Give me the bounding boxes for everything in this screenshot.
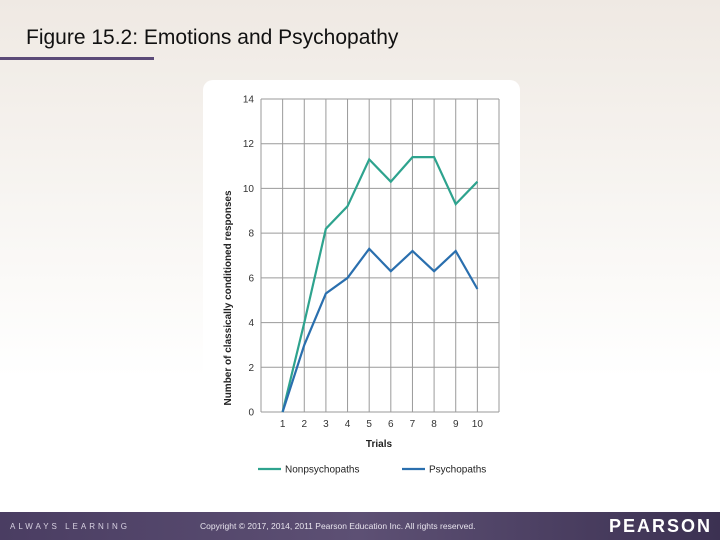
y-axis-label: Number of classically conditioned respon… bbox=[223, 190, 234, 406]
footer-tagline: ALWAYS LEARNING bbox=[10, 522, 130, 531]
y-tick-label: 8 bbox=[248, 229, 254, 240]
x-tick-label: 2 bbox=[301, 419, 307, 430]
chart-card: 0 2 4 6 8 10 12 14 1 2 3 4 5 6 7 8 9 10 Trials Number of… bbox=[203, 80, 520, 492]
x-tick-label: 5 bbox=[366, 419, 372, 430]
x-axis-label: Trials bbox=[366, 439, 393, 450]
footer-bar: ALWAYS LEARNING Copyright © 2017, 2014, … bbox=[0, 512, 720, 540]
x-tick-labels: 1 2 3 4 5 6 7 8 9 10 bbox=[280, 419, 484, 430]
y-tick-label: 4 bbox=[248, 318, 254, 329]
title-underline bbox=[0, 57, 154, 60]
y-tick-label: 6 bbox=[248, 273, 254, 284]
series-line-nonpsychopaths bbox=[281, 155, 479, 413]
y-tick-label: 10 bbox=[243, 184, 255, 195]
slide-title: Figure 15.2: Emotions and Psychopathy bbox=[26, 26, 399, 49]
x-tick-label: 4 bbox=[345, 419, 351, 430]
y-tick-label: 2 bbox=[248, 363, 254, 374]
y-tick-labels: 0 2 4 6 8 10 12 14 bbox=[243, 95, 255, 419]
series-line-psychopaths bbox=[281, 247, 479, 413]
x-tick-label: 10 bbox=[472, 419, 484, 430]
legend: Nonpsychopaths Psychopaths bbox=[258, 465, 486, 476]
x-tick-label: 1 bbox=[280, 419, 286, 430]
x-tick-label: 7 bbox=[410, 419, 416, 430]
x-tick-label: 8 bbox=[431, 419, 437, 430]
footer-copyright: Copyright © 2017, 2014, 2011 Pearson Edu… bbox=[200, 521, 476, 531]
pearson-logo: PEARSON bbox=[608, 516, 712, 536]
x-tick-label: 6 bbox=[388, 419, 394, 430]
series-lines bbox=[281, 155, 479, 413]
y-tick-label: 14 bbox=[243, 95, 255, 106]
legend-entry: Psychopaths bbox=[429, 465, 486, 476]
legend-entry: Nonpsychopaths bbox=[285, 465, 360, 476]
y-tick-label: 0 bbox=[248, 408, 254, 419]
x-tick-label: 3 bbox=[323, 419, 329, 430]
grid bbox=[260, 98, 500, 413]
y-tick-label: 12 bbox=[243, 139, 255, 150]
x-tick-label: 9 bbox=[453, 419, 459, 430]
